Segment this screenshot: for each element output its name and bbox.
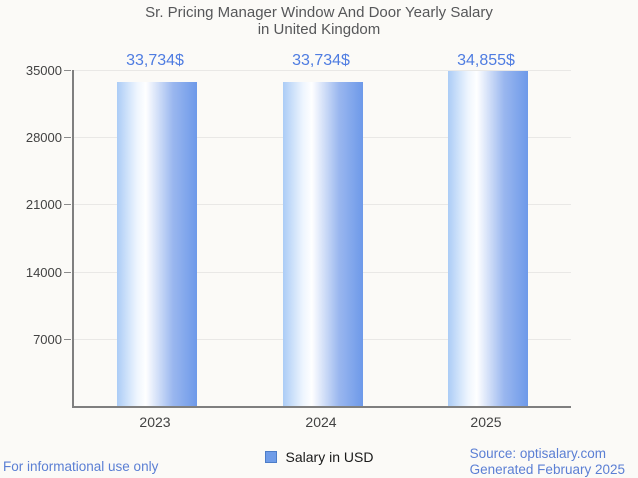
chart-title-line2: in United Kingdom [257, 21, 381, 38]
bar-value-label-2023: 33,734$ [126, 52, 184, 69]
y-tick-35000 [64, 70, 71, 71]
y-axis-label-7000: 7000 [33, 331, 62, 347]
y-axis-label-14000: 14000 [25, 264, 62, 280]
legend-swatch-icon [264, 451, 277, 463]
y-axis-label-35000: 35000 [25, 63, 62, 78]
generated-text: Generated February 2025 [469, 461, 625, 477]
source-block: Source: optisalary.com Generated Februar… [470, 446, 625, 477]
disclaimer-text: For informational use only [3, 459, 159, 474]
bar-value-label-2025: 34,855$ [457, 52, 515, 69]
bar-2023 [117, 82, 197, 406]
y-axis-label-28000: 28000 [25, 130, 62, 146]
source-text: Source: optisalary.com [469, 446, 606, 461]
legend: Salary in USD [0, 449, 638, 465]
x-axis-label-2025: 2025 [470, 414, 502, 430]
plot-area [72, 70, 571, 408]
gridline-35000 [74, 70, 571, 71]
bar-value-label-2024: 33,734$ [292, 52, 350, 69]
y-tick-28000 [64, 137, 71, 139]
bar-2024 [283, 82, 363, 406]
legend-label: Salary in USD [285, 449, 374, 465]
y-tick-14000 [64, 271, 71, 273]
x-axis-label-2024: 2024 [305, 414, 337, 430]
y-axis-label-21000: 21000 [25, 197, 62, 213]
chart-title-line1: Sr. Pricing Manager Window And Door Year… [145, 4, 493, 21]
y-tick-7000 [64, 338, 71, 340]
chart-title: Sr. Pricing Manager Window And Door Year… [0, 4, 638, 38]
y-tick-21000 [64, 204, 71, 206]
x-axis-label-2023: 2023 [139, 414, 171, 430]
bar-2025 [448, 71, 528, 406]
